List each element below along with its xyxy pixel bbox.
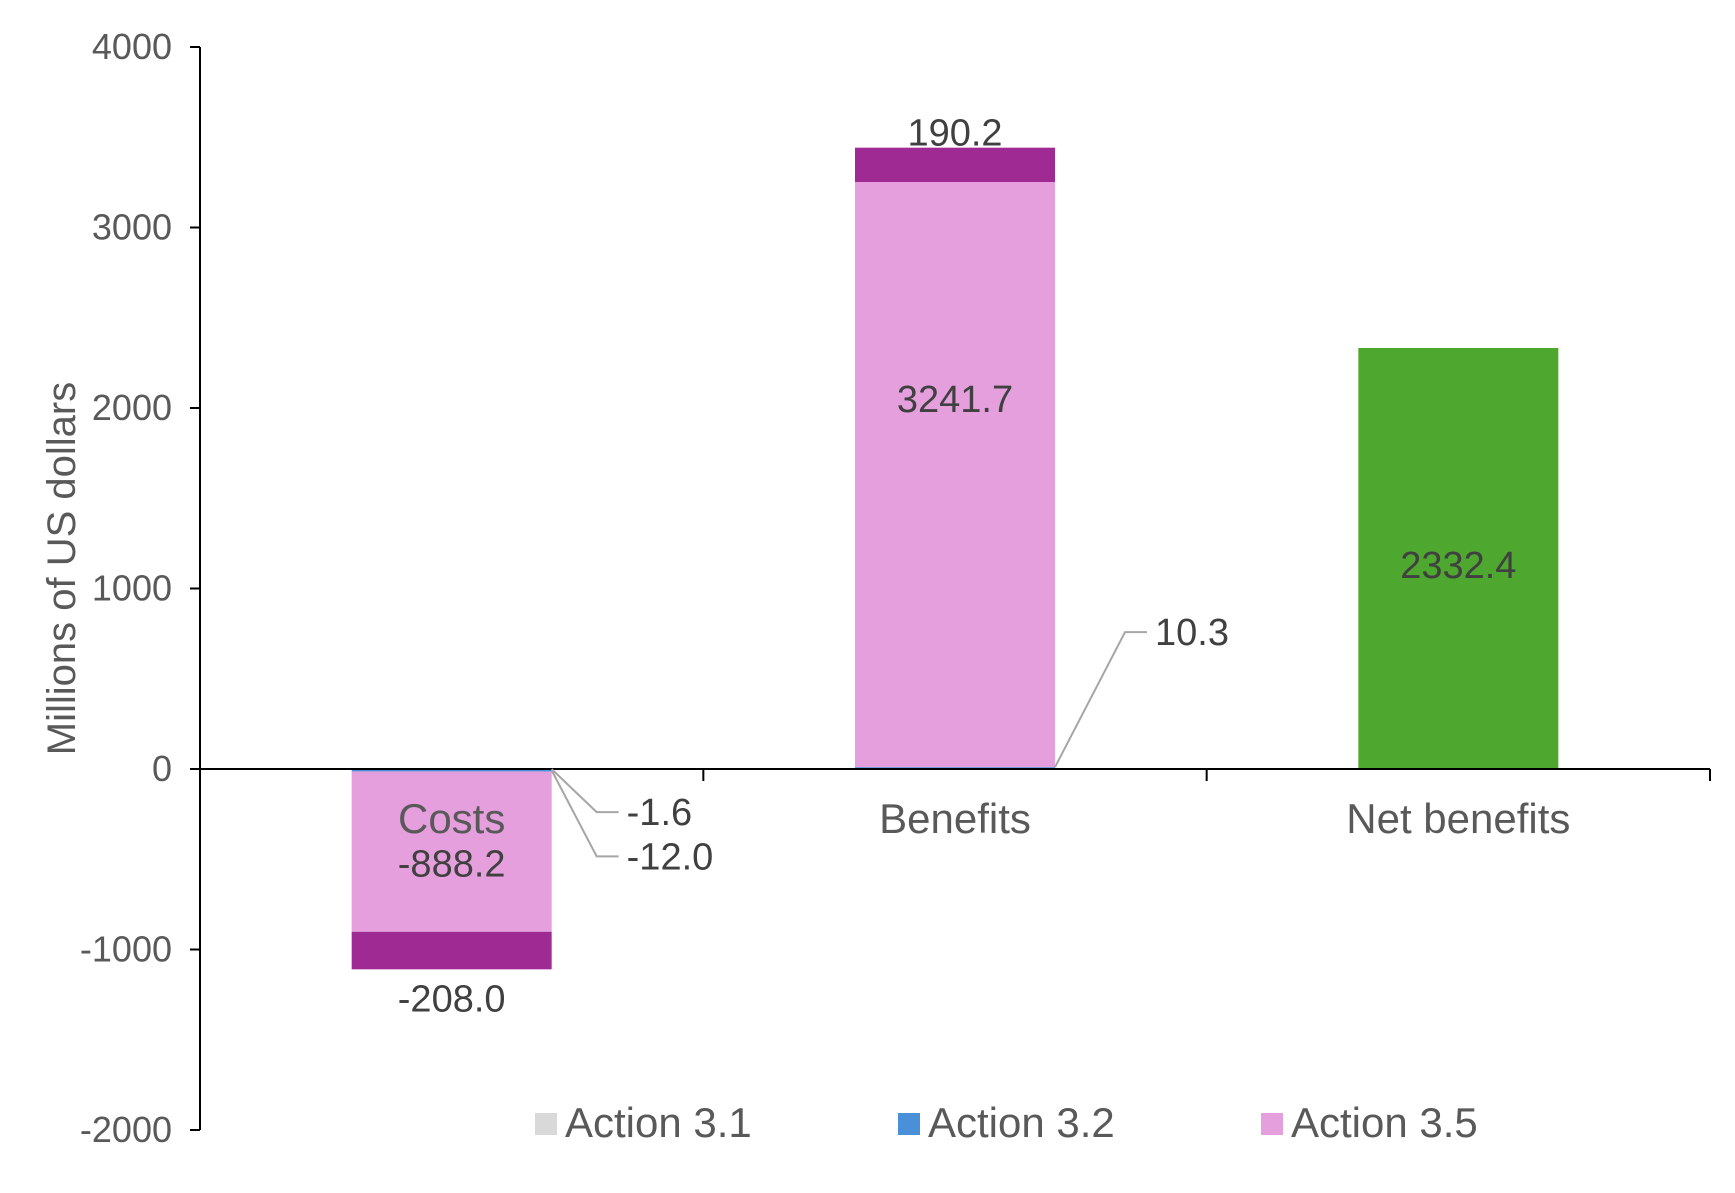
bar-costs-series-2 <box>351 771 552 932</box>
y-tick-label: 0 <box>152 748 172 789</box>
legend-swatch <box>1261 1113 1283 1135</box>
axes-layer: 4000 3000 2000 1000 0 -1000 -2000 <box>80 26 1711 1150</box>
data-label: 190.2 <box>907 113 1002 155</box>
leader-line <box>550 769 619 858</box>
leader-line <box>550 768 619 814</box>
bar-costs-series-1 <box>351 769 552 772</box>
y-tick-label: -1000 <box>80 929 172 970</box>
data-label: 2332.4 <box>1400 545 1516 587</box>
legend: Action 3.1 Action 3.2 Action 3.5 <box>535 1099 1478 1146</box>
y-tick-label: 3000 <box>92 207 172 248</box>
legend-swatch <box>535 1113 557 1135</box>
category-label-costs: Costs <box>398 795 505 842</box>
bar-net-benefits-series-4 <box>1358 348 1559 769</box>
data-label: -12.0 <box>627 836 714 878</box>
y-tick-label: 4000 <box>92 26 172 67</box>
y-tick-label: 2000 <box>92 387 172 428</box>
category-label-benefits: Benefits <box>879 795 1031 842</box>
legend-entry-label: Action 3.2 <box>928 1099 1115 1146</box>
data-label: 10.3 <box>1155 612 1229 654</box>
y-axis-label: Millions of US dollars <box>40 382 84 755</box>
legend-entry-label: Action 3.5 <box>1291 1099 1478 1146</box>
data-label: -1.6 <box>627 792 692 834</box>
data-label: -208.0 <box>398 978 506 1020</box>
bar-benefits-series-3 <box>855 147 1055 183</box>
bars-layer <box>351 147 1559 970</box>
bar-benefits-series-2 <box>855 182 1055 768</box>
legend-swatch <box>898 1113 920 1135</box>
y-tick-label: 1000 <box>92 568 172 609</box>
category-label-net-benefits: Net benefits <box>1346 795 1570 842</box>
data-label: -888.2 <box>398 844 506 886</box>
y-tick-label: -2000 <box>80 1109 172 1150</box>
legend-entry-label: Action 3.1 <box>565 1099 752 1146</box>
bar-costs-series-3 <box>351 931 552 970</box>
data-label: 3241.7 <box>897 379 1013 421</box>
leader-line <box>1054 631 1147 768</box>
labels-layer: Costs Benefits Net benefits -1.6-12.0 10.3 -8… <box>398 113 1571 1021</box>
